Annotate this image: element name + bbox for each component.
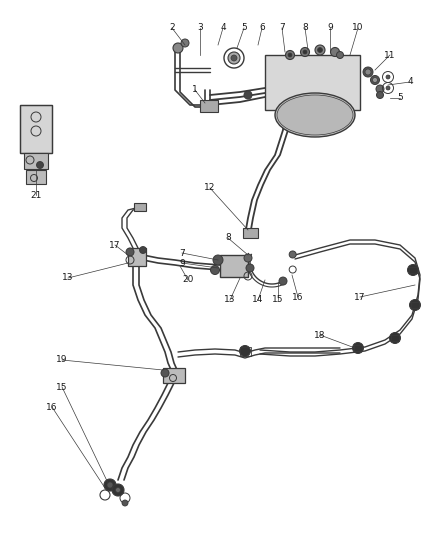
Text: 18: 18 xyxy=(314,330,326,340)
Bar xyxy=(26,170,46,184)
Bar xyxy=(20,105,52,153)
Text: 11: 11 xyxy=(384,51,396,60)
Circle shape xyxy=(161,369,169,377)
Circle shape xyxy=(363,67,373,77)
Circle shape xyxy=(336,52,343,59)
Circle shape xyxy=(389,333,400,343)
Circle shape xyxy=(173,43,183,53)
Circle shape xyxy=(228,52,240,64)
Circle shape xyxy=(246,264,254,272)
Circle shape xyxy=(181,39,189,47)
Circle shape xyxy=(315,45,325,55)
Circle shape xyxy=(139,246,146,254)
Text: 20: 20 xyxy=(182,276,194,285)
Circle shape xyxy=(318,47,322,52)
Circle shape xyxy=(372,77,378,83)
Text: 1: 1 xyxy=(192,85,198,94)
Text: 21: 21 xyxy=(30,190,42,199)
Circle shape xyxy=(365,69,371,75)
Bar xyxy=(240,347,251,356)
Bar xyxy=(265,55,360,110)
Text: 3: 3 xyxy=(197,23,203,33)
Text: 16: 16 xyxy=(46,402,58,411)
Circle shape xyxy=(288,53,292,57)
Circle shape xyxy=(107,482,113,488)
Text: 9: 9 xyxy=(179,259,185,268)
Text: 17: 17 xyxy=(109,240,121,249)
Text: 8: 8 xyxy=(225,233,231,243)
Bar xyxy=(409,267,417,273)
Circle shape xyxy=(244,254,252,262)
Text: 6: 6 xyxy=(259,23,265,33)
Text: 14: 14 xyxy=(252,295,264,304)
Text: 15: 15 xyxy=(56,383,68,392)
Circle shape xyxy=(116,488,120,492)
Ellipse shape xyxy=(277,95,353,135)
Text: 15: 15 xyxy=(272,295,284,304)
Bar xyxy=(128,248,146,266)
Circle shape xyxy=(213,255,223,265)
Text: 5: 5 xyxy=(241,23,247,33)
Circle shape xyxy=(386,86,390,90)
Text: 19: 19 xyxy=(56,356,68,365)
Circle shape xyxy=(353,343,364,353)
Bar xyxy=(243,228,258,238)
Bar xyxy=(24,153,48,169)
Text: 13: 13 xyxy=(224,295,236,304)
Bar xyxy=(411,302,419,308)
Text: e: e xyxy=(386,85,390,91)
Text: 7: 7 xyxy=(179,248,185,257)
Text: 5: 5 xyxy=(397,93,403,102)
Ellipse shape xyxy=(275,93,355,137)
Bar xyxy=(200,100,218,112)
Bar xyxy=(391,335,399,341)
Circle shape xyxy=(104,479,116,491)
Circle shape xyxy=(407,264,418,276)
Text: 10: 10 xyxy=(352,23,364,33)
Text: 12: 12 xyxy=(204,183,215,192)
Circle shape xyxy=(112,484,124,496)
Text: 4: 4 xyxy=(220,23,226,33)
Circle shape xyxy=(289,251,296,258)
Circle shape xyxy=(286,51,294,60)
Circle shape xyxy=(244,91,252,99)
Text: 17: 17 xyxy=(354,293,366,302)
Text: 4: 4 xyxy=(407,77,413,86)
Circle shape xyxy=(371,76,379,85)
Circle shape xyxy=(377,92,384,99)
Circle shape xyxy=(126,248,134,256)
Bar xyxy=(20,105,52,153)
Circle shape xyxy=(410,300,420,311)
Text: 16: 16 xyxy=(292,293,304,302)
Circle shape xyxy=(300,47,310,56)
Text: 8: 8 xyxy=(302,23,308,33)
Circle shape xyxy=(122,500,128,506)
Bar xyxy=(134,203,146,211)
Circle shape xyxy=(376,85,384,93)
Circle shape xyxy=(36,161,43,168)
Circle shape xyxy=(211,265,219,274)
Circle shape xyxy=(303,50,307,54)
Circle shape xyxy=(279,277,287,285)
Text: e: e xyxy=(386,75,390,79)
Circle shape xyxy=(240,345,251,357)
Bar xyxy=(163,368,185,383)
Text: 2: 2 xyxy=(169,23,175,33)
Circle shape xyxy=(386,75,390,79)
Text: 7: 7 xyxy=(279,23,285,33)
Circle shape xyxy=(331,47,339,56)
Text: 9: 9 xyxy=(327,23,333,33)
Bar xyxy=(354,345,362,351)
Text: 13: 13 xyxy=(62,273,74,282)
Bar xyxy=(220,255,248,277)
Circle shape xyxy=(231,55,237,61)
